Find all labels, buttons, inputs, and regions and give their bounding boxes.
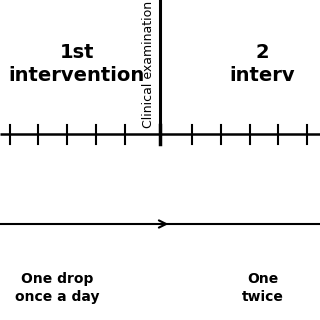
Text: 2
interv: 2 interv	[229, 43, 295, 85]
Text: 1st
intervention: 1st intervention	[9, 43, 145, 85]
Text: One
twice: One twice	[242, 272, 283, 304]
Text: Clinical examination: Clinical examination	[142, 0, 155, 128]
Text: One drop
once a day: One drop once a day	[15, 272, 100, 304]
